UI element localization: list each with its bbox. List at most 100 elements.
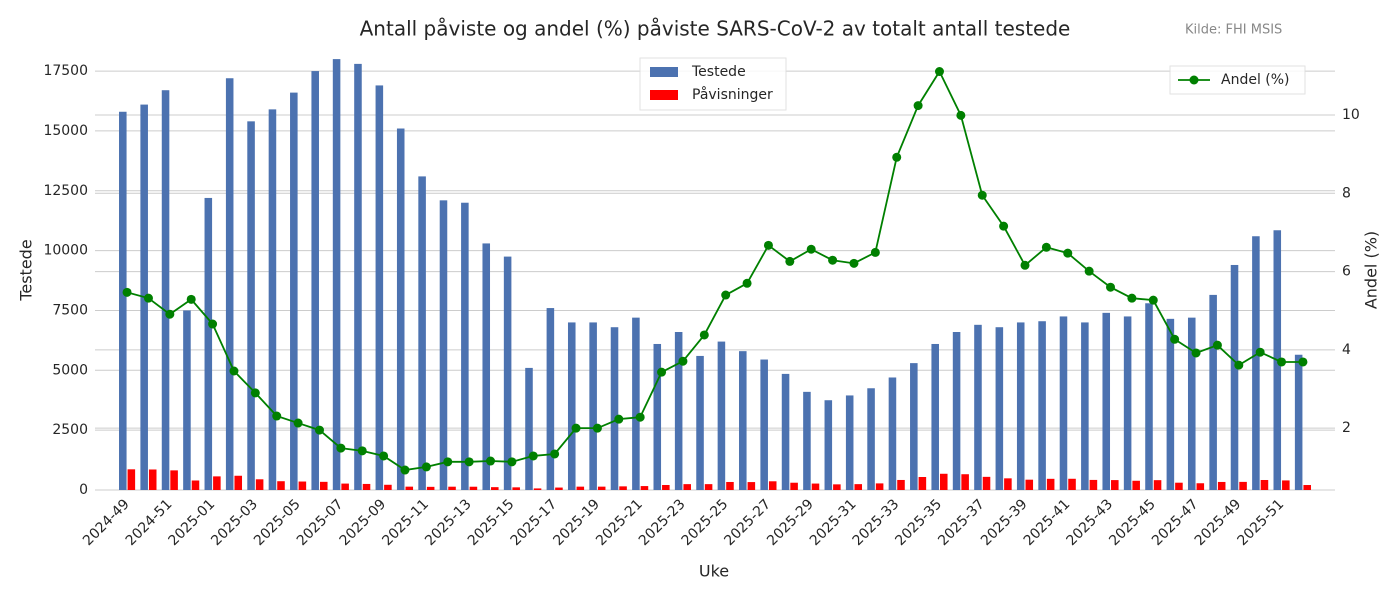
bar	[469, 486, 478, 490]
bar	[833, 484, 841, 490]
marker	[165, 309, 175, 319]
bar	[1239, 481, 1247, 490]
bar	[546, 308, 555, 490]
marker	[1020, 260, 1030, 270]
marker	[571, 423, 581, 433]
bar	[739, 351, 747, 490]
marker	[870, 247, 880, 257]
y2-tick-label: 10	[1342, 107, 1360, 123]
bar	[918, 477, 927, 490]
marker	[400, 465, 410, 475]
y2-tick-label: 8	[1342, 185, 1351, 201]
marker	[336, 443, 346, 453]
y2-tick-label: 4	[1342, 342, 1351, 358]
source: Kilde: FHI MSIS	[1185, 23, 1282, 38]
y-tick-label: 10000	[43, 243, 88, 259]
bar	[148, 469, 157, 490]
marker	[464, 457, 474, 467]
bar	[1294, 354, 1303, 490]
bar	[931, 343, 939, 490]
bar	[1016, 322, 1025, 490]
legend-marker	[1189, 75, 1199, 85]
bar	[1046, 478, 1055, 490]
marker	[956, 110, 966, 120]
bar	[854, 484, 863, 490]
marker	[699, 330, 709, 340]
bar	[576, 486, 585, 490]
bar	[448, 486, 456, 490]
marker	[1063, 248, 1073, 258]
bar	[875, 483, 884, 490]
bar	[341, 483, 349, 490]
marker	[379, 451, 389, 461]
bar	[1059, 316, 1068, 490]
marker	[1212, 340, 1222, 350]
bar	[781, 373, 790, 490]
marker	[1170, 334, 1180, 344]
marker	[1277, 357, 1287, 367]
y-tick-label: 17500	[43, 63, 88, 79]
marker	[443, 457, 453, 467]
legend-label: Påvisninger	[692, 86, 773, 103]
y2-tick-label: 2	[1342, 420, 1351, 436]
bar	[461, 202, 469, 490]
bar	[897, 479, 905, 490]
bar	[225, 78, 234, 490]
marker	[828, 255, 838, 265]
bar	[396, 128, 405, 490]
bar	[910, 363, 918, 490]
bar	[1166, 318, 1175, 490]
marker	[1106, 282, 1116, 292]
marker	[1127, 293, 1137, 303]
bar	[1111, 480, 1119, 490]
bar	[974, 324, 982, 490]
bar	[191, 480, 200, 490]
marker	[592, 423, 602, 433]
marker	[1255, 347, 1265, 357]
bar	[384, 484, 392, 490]
bar	[1303, 485, 1311, 490]
y2-tick-label: 6	[1342, 264, 1351, 280]
marker	[1234, 360, 1244, 370]
bar	[867, 388, 875, 490]
bar	[1252, 236, 1260, 490]
bar	[589, 322, 597, 490]
x-axis-label: Uke	[699, 562, 729, 581]
y-tick-label: 0	[79, 482, 88, 498]
marker	[1148, 295, 1158, 305]
bar	[747, 482, 756, 490]
marker	[229, 366, 239, 376]
bar	[888, 377, 897, 490]
legend-swatch	[650, 90, 678, 100]
bar	[1132, 480, 1140, 490]
y-tick-label: 2500	[52, 422, 88, 438]
bar	[503, 256, 512, 490]
marker	[421, 462, 431, 472]
marker	[977, 190, 987, 200]
bar	[790, 482, 798, 490]
marker	[528, 451, 538, 461]
legend-label: Andel (%)	[1221, 72, 1290, 88]
bar	[204, 197, 213, 490]
bar	[247, 121, 255, 490]
marker	[272, 411, 282, 421]
bar	[803, 391, 811, 490]
bar	[1145, 303, 1153, 490]
bar	[760, 359, 768, 490]
bar	[405, 486, 414, 490]
y-tick-label: 7500	[52, 302, 88, 318]
bar	[1230, 264, 1239, 490]
bar	[183, 310, 191, 490]
bar	[362, 483, 371, 490]
bar	[1209, 294, 1217, 490]
marker	[293, 418, 303, 428]
marker	[314, 425, 324, 435]
bar	[683, 484, 691, 490]
bar	[1089, 479, 1098, 490]
bar	[1175, 482, 1183, 490]
marker	[934, 67, 944, 77]
bar	[533, 488, 542, 490]
bar	[1081, 322, 1089, 490]
marker	[1298, 357, 1308, 367]
bar	[1282, 480, 1290, 490]
